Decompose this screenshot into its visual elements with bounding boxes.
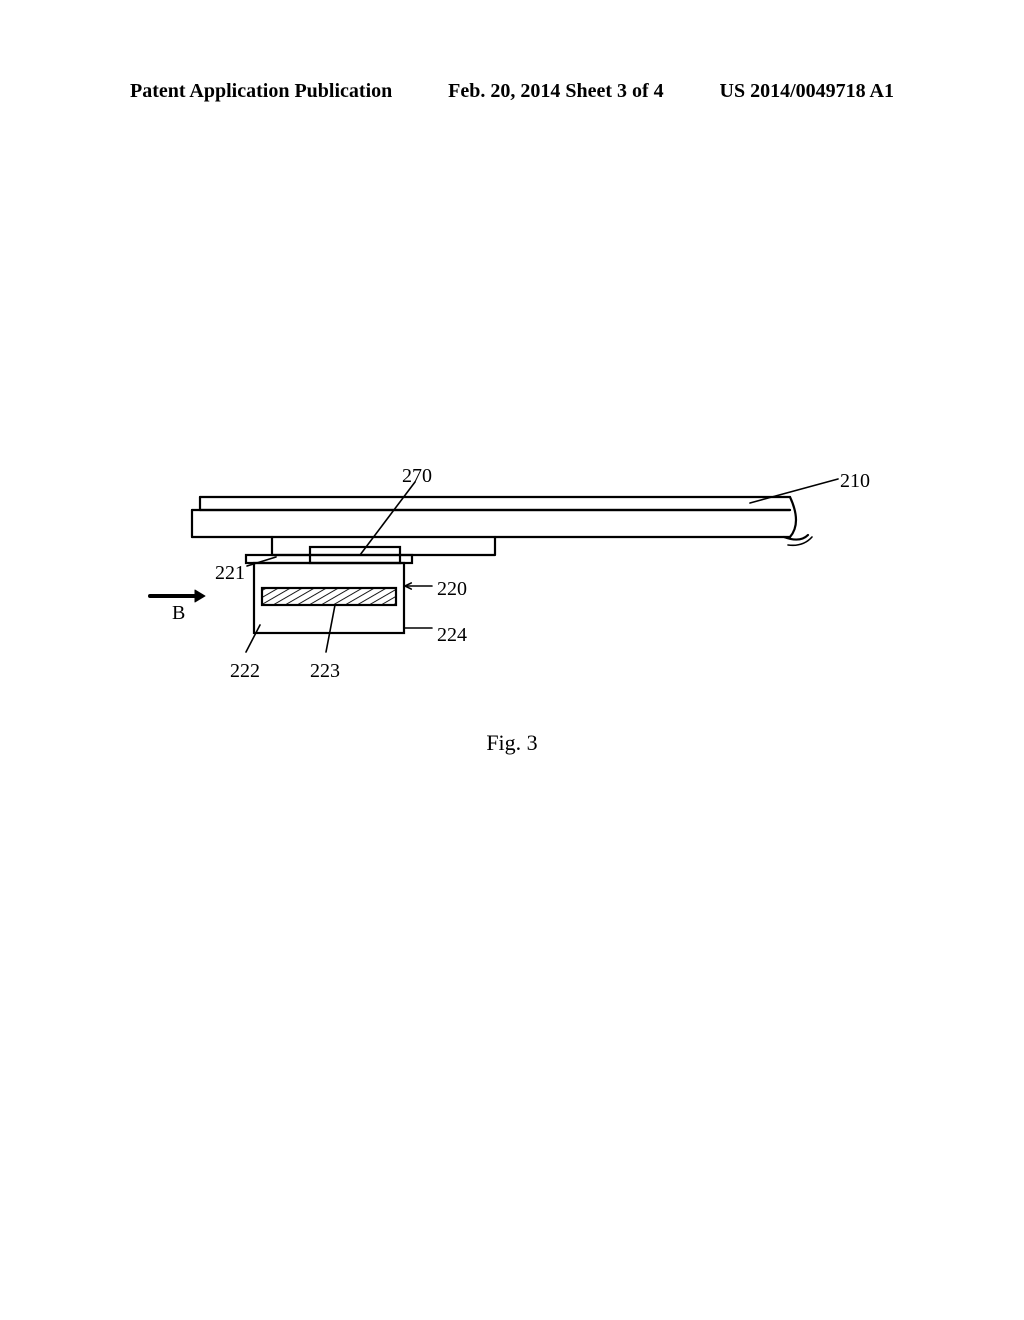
label-210: 210: [840, 470, 870, 493]
label-223: 223: [310, 660, 340, 683]
label-220: 220: [437, 578, 467, 601]
label-B: B: [172, 602, 185, 625]
label-224: 224: [437, 624, 467, 647]
label-221: 221: [215, 562, 245, 585]
label-222: 222: [230, 660, 260, 683]
figure-caption: Fig. 3: [0, 730, 1024, 756]
figure-3: 270 210 221 220 224 222 223 B Fig. 3: [0, 0, 1024, 1320]
figure-svg: [0, 0, 1024, 1320]
label-270: 270: [402, 465, 432, 488]
patent-page: Patent Application Publication Feb. 20, …: [0, 0, 1024, 1320]
